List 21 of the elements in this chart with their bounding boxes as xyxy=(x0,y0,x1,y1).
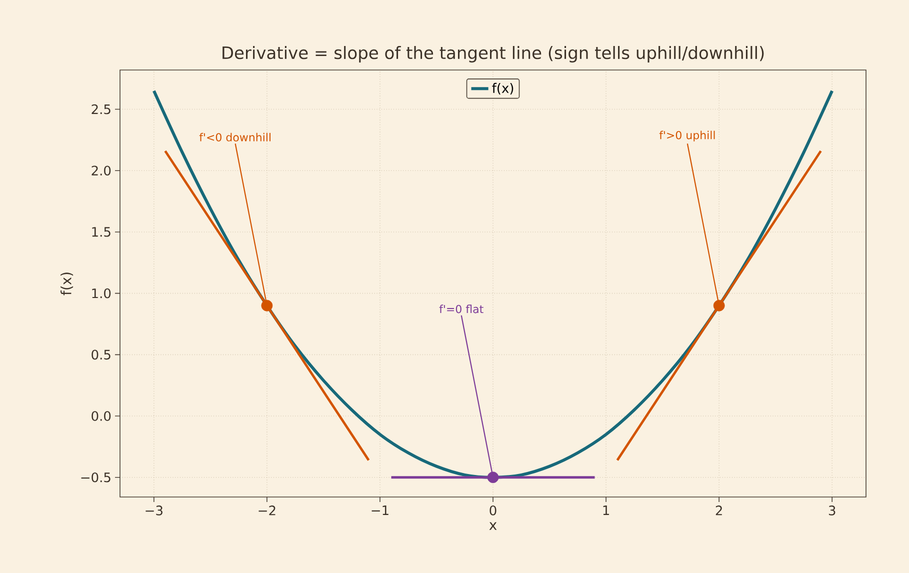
y-tick-label: −0.5 xyxy=(81,472,110,482)
y-tick-label: 0.0 xyxy=(92,411,111,421)
x-axis-title: x xyxy=(489,522,497,530)
x-tick-label: 0 xyxy=(490,506,496,516)
x-tick-label: 1 xyxy=(603,506,609,516)
y-tick-label: 1.0 xyxy=(92,288,111,298)
y-tick-label: 1.5 xyxy=(92,227,110,237)
y-axis-title: f(x) xyxy=(60,272,74,296)
x-tick-label: −1 xyxy=(372,506,388,516)
annotation: f'=0 flat xyxy=(439,304,484,314)
y-tick-label: 2.5 xyxy=(92,104,110,114)
x-tick-label: 3 xyxy=(828,506,836,516)
x-tick-label: 2 xyxy=(716,506,722,516)
legend-label: f(x) xyxy=(492,82,514,95)
annotation: f'>0 uphill xyxy=(659,130,715,142)
x-tick-label: −2 xyxy=(258,506,276,516)
y-tick-label: 0.5 xyxy=(92,350,110,360)
chart-title: Derivative = slope of the tangent line (sign tells uphill/downhill) xyxy=(222,46,764,62)
x-tick-label: −3 xyxy=(146,506,162,516)
y-tick-label: 2.0 xyxy=(92,166,111,176)
annotation: f'<0 downhill xyxy=(199,132,270,142)
